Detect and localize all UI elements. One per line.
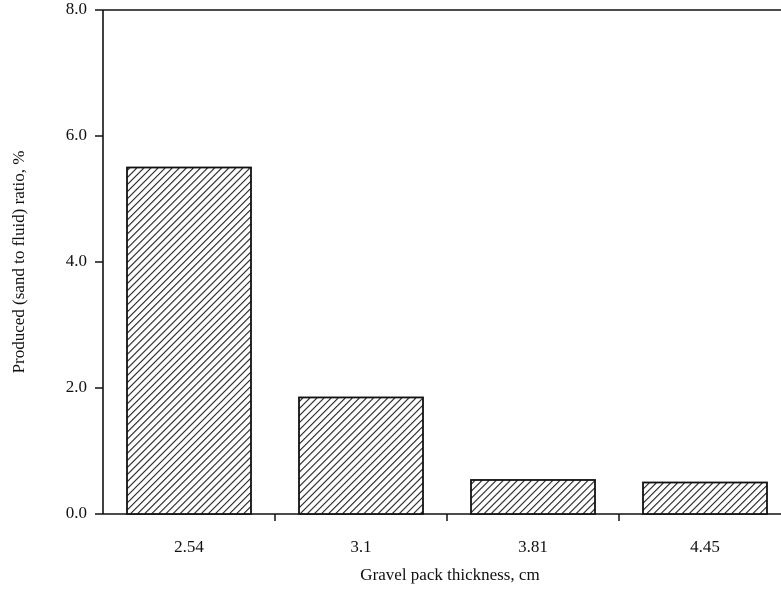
x-axis-label: Gravel pack thickness, cm bbox=[360, 565, 539, 584]
bar bbox=[126, 166, 252, 515]
y-tick-label: 8.0 bbox=[66, 0, 87, 18]
y-tick-label: 6.0 bbox=[66, 125, 87, 144]
bar bbox=[470, 479, 596, 515]
x-tick-label: 4.45 bbox=[690, 537, 720, 556]
y-tick-label: 0.0 bbox=[66, 503, 87, 522]
bar bbox=[298, 396, 424, 515]
y-axis-label: Produced (sand to fluid) ratio, % bbox=[9, 151, 28, 374]
x-tick-label: 3.1 bbox=[350, 537, 371, 556]
y-tick-label: 4.0 bbox=[66, 251, 87, 270]
y-tick-label: 2.0 bbox=[66, 377, 87, 396]
bar bbox=[642, 481, 768, 515]
x-tick-label: 2.54 bbox=[174, 537, 204, 556]
x-tick-label: 3.81 bbox=[518, 537, 548, 556]
